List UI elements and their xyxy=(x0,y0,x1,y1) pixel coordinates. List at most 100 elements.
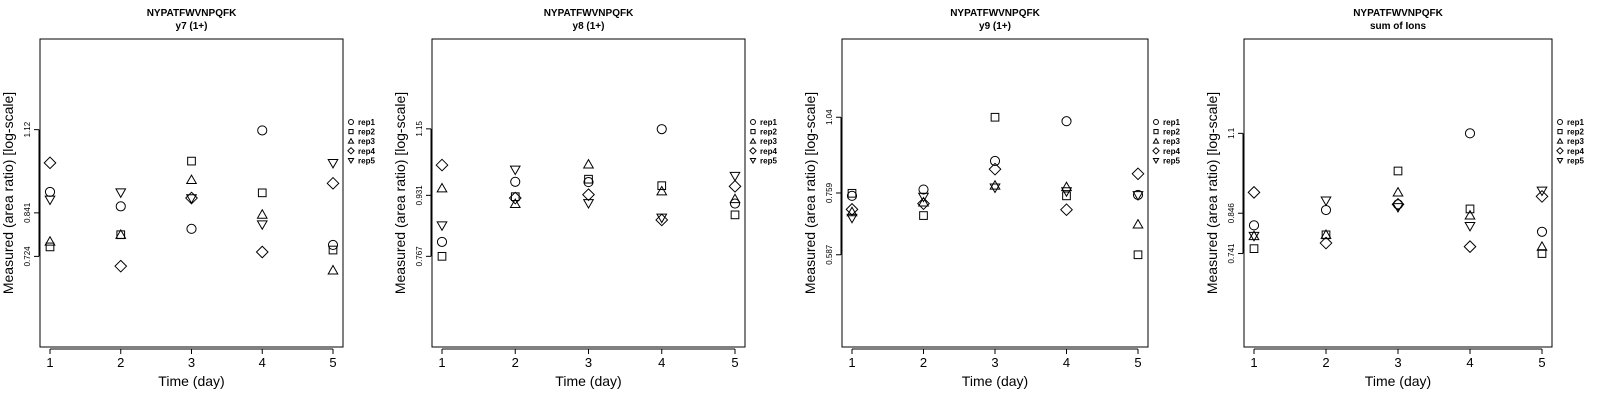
y-tick-label: 1.15 xyxy=(415,121,424,137)
legend-symbol-rep4 xyxy=(1556,146,1564,155)
legend-symbol-rep4 xyxy=(749,146,757,155)
chart-title: NYPATFWVNPQFK xyxy=(544,8,634,19)
x-axis-label: Time (day) xyxy=(158,373,224,389)
legend-label: rep3 xyxy=(358,137,375,146)
data-point-rep5 xyxy=(256,220,268,231)
x-tick-label: 4 xyxy=(658,355,665,370)
data-point-rep2 xyxy=(1393,166,1403,176)
data-point-rep5 xyxy=(44,195,56,206)
y-tick-label: 0.741 xyxy=(1227,243,1236,264)
data-point-rep4 xyxy=(255,245,269,259)
legend-label: rep3 xyxy=(760,137,777,146)
data-point-rep1 xyxy=(729,198,741,209)
x-tick-label: 5 xyxy=(329,355,336,370)
legend-label: rep1 xyxy=(760,118,777,127)
data-point-rep4 xyxy=(326,176,340,190)
chart-panel-3: NYPATFWVNPQFK y9 (1+) 1 2 3 4 5 Time (day) 0.587… xyxy=(802,8,1180,389)
data-point-rep3 xyxy=(1536,240,1548,251)
x-tick-label: 3 xyxy=(1394,355,1401,370)
data-point-rep5 xyxy=(509,165,521,176)
data-point-rep5 xyxy=(582,199,595,210)
data-point-rep4 xyxy=(845,202,859,216)
legend-symbol-rep2 xyxy=(1557,129,1563,135)
data-point-rep4 xyxy=(655,213,669,227)
data-point-rep4 xyxy=(1535,189,1549,203)
data-point-rep5 xyxy=(1248,231,1260,242)
data-point-rep4 xyxy=(508,191,522,205)
data-point-rep3 xyxy=(44,235,56,246)
legend-symbol-rep1 xyxy=(1153,119,1159,125)
x-tick-label: 3 xyxy=(585,355,592,370)
data-point-rep3 xyxy=(1392,186,1404,197)
legend-label: rep4 xyxy=(358,147,375,156)
data-point-rep4 xyxy=(582,188,595,202)
data-point-rep4 xyxy=(1247,185,1261,199)
data-point-rep5 xyxy=(729,171,741,182)
x-tick-label: 4 xyxy=(259,355,266,370)
chart-panel-4: NYPATFWVNPQFK sum of Ions 1 2 3 4 5 Time (day) 0… xyxy=(1204,8,1584,389)
data-point-rep1 xyxy=(918,184,929,195)
x-tick-label: 2 xyxy=(920,355,927,370)
data-point-rep4 xyxy=(988,162,1002,176)
data-point-rep4 xyxy=(43,156,57,170)
data-point-rep2 xyxy=(657,181,667,191)
data-point-rep1 xyxy=(1320,204,1332,216)
data-point-rep5 xyxy=(989,183,1001,194)
data-point-rep3 xyxy=(185,174,198,185)
legend-symbol-rep1 xyxy=(1557,119,1563,125)
x-tick-label: 5 xyxy=(1538,355,1545,370)
data-point-rep1 xyxy=(583,177,594,188)
x-tick-label: 1 xyxy=(1250,355,1257,370)
y-tick-label: 0.587 xyxy=(825,244,834,265)
y-axis-label: Measured (area ratio) [log-scale] xyxy=(0,92,16,294)
x-tick-label: 2 xyxy=(117,355,124,370)
data-point-rep1 xyxy=(44,186,56,197)
legend-label: rep2 xyxy=(358,128,375,137)
legend-label: rep2 xyxy=(1163,128,1180,137)
data-point-rep2 xyxy=(257,188,267,198)
legend-label: rep4 xyxy=(1567,147,1584,156)
data-point-rep4 xyxy=(1463,240,1477,254)
data-point-rep4 xyxy=(435,158,449,172)
data-point-rep4 xyxy=(1319,236,1333,250)
plot-frame xyxy=(431,38,746,348)
data-point-rep3 xyxy=(327,264,339,275)
data-point-rep1 xyxy=(115,201,126,212)
data-point-rep1 xyxy=(846,190,858,201)
y-tick-label: 1.04 xyxy=(825,109,834,125)
y-axis-label: Measured (area ratio) [log-scale] xyxy=(392,92,408,294)
data-point-rep1 xyxy=(1061,116,1072,127)
y-tick-label: 0.759 xyxy=(825,182,834,203)
chart-panel-1: NYPATFWVNPQFK y7 (1+) 1 2 3 4 5 Time (day) 0.724… xyxy=(0,8,375,389)
data-point-rep3 xyxy=(509,198,521,209)
data-point-rep1 xyxy=(1536,226,1548,237)
legend-label: rep1 xyxy=(1163,118,1180,127)
x-axis-label: Time (day) xyxy=(962,373,1028,389)
data-point-rep5 xyxy=(327,159,339,169)
data-point-rep3 xyxy=(256,208,268,219)
data-point-rep1 xyxy=(656,124,667,135)
data-point-rep2 xyxy=(1133,250,1143,260)
data-point-rep4 xyxy=(114,259,128,273)
x-tick-label: 1 xyxy=(438,355,445,370)
data-point-rep1 xyxy=(510,176,521,187)
y-tick-label: 1.12 xyxy=(23,121,32,137)
data-point-rep5 xyxy=(1060,187,1073,198)
legend-label: rep4 xyxy=(760,147,777,156)
data-point-rep1 xyxy=(327,239,339,251)
data-point-rep5 xyxy=(1536,186,1548,197)
data-point-rep2 xyxy=(730,210,740,220)
data-point-rep2 xyxy=(45,242,55,252)
data-point-rep2 xyxy=(919,211,928,220)
y-axis-label: Measured (area ratio) [log-scale] xyxy=(802,92,818,294)
legend-symbol-rep3 xyxy=(1556,137,1564,144)
chart-panel-2: NYPATFWVNPQFK y8 (1+) 1 2 3 4 5 Time (day) 0.767… xyxy=(392,8,777,389)
data-point-rep2 xyxy=(1249,244,1259,253)
y-tick-label: 0.767 xyxy=(415,246,424,267)
x-tick-label: 4 xyxy=(1063,355,1070,370)
data-point-rep3 xyxy=(1060,181,1073,192)
data-point-rep5 xyxy=(846,213,858,224)
legend-symbol-rep3 xyxy=(347,137,355,144)
data-point-rep2 xyxy=(1465,204,1475,214)
data-point-rep2 xyxy=(328,245,338,255)
